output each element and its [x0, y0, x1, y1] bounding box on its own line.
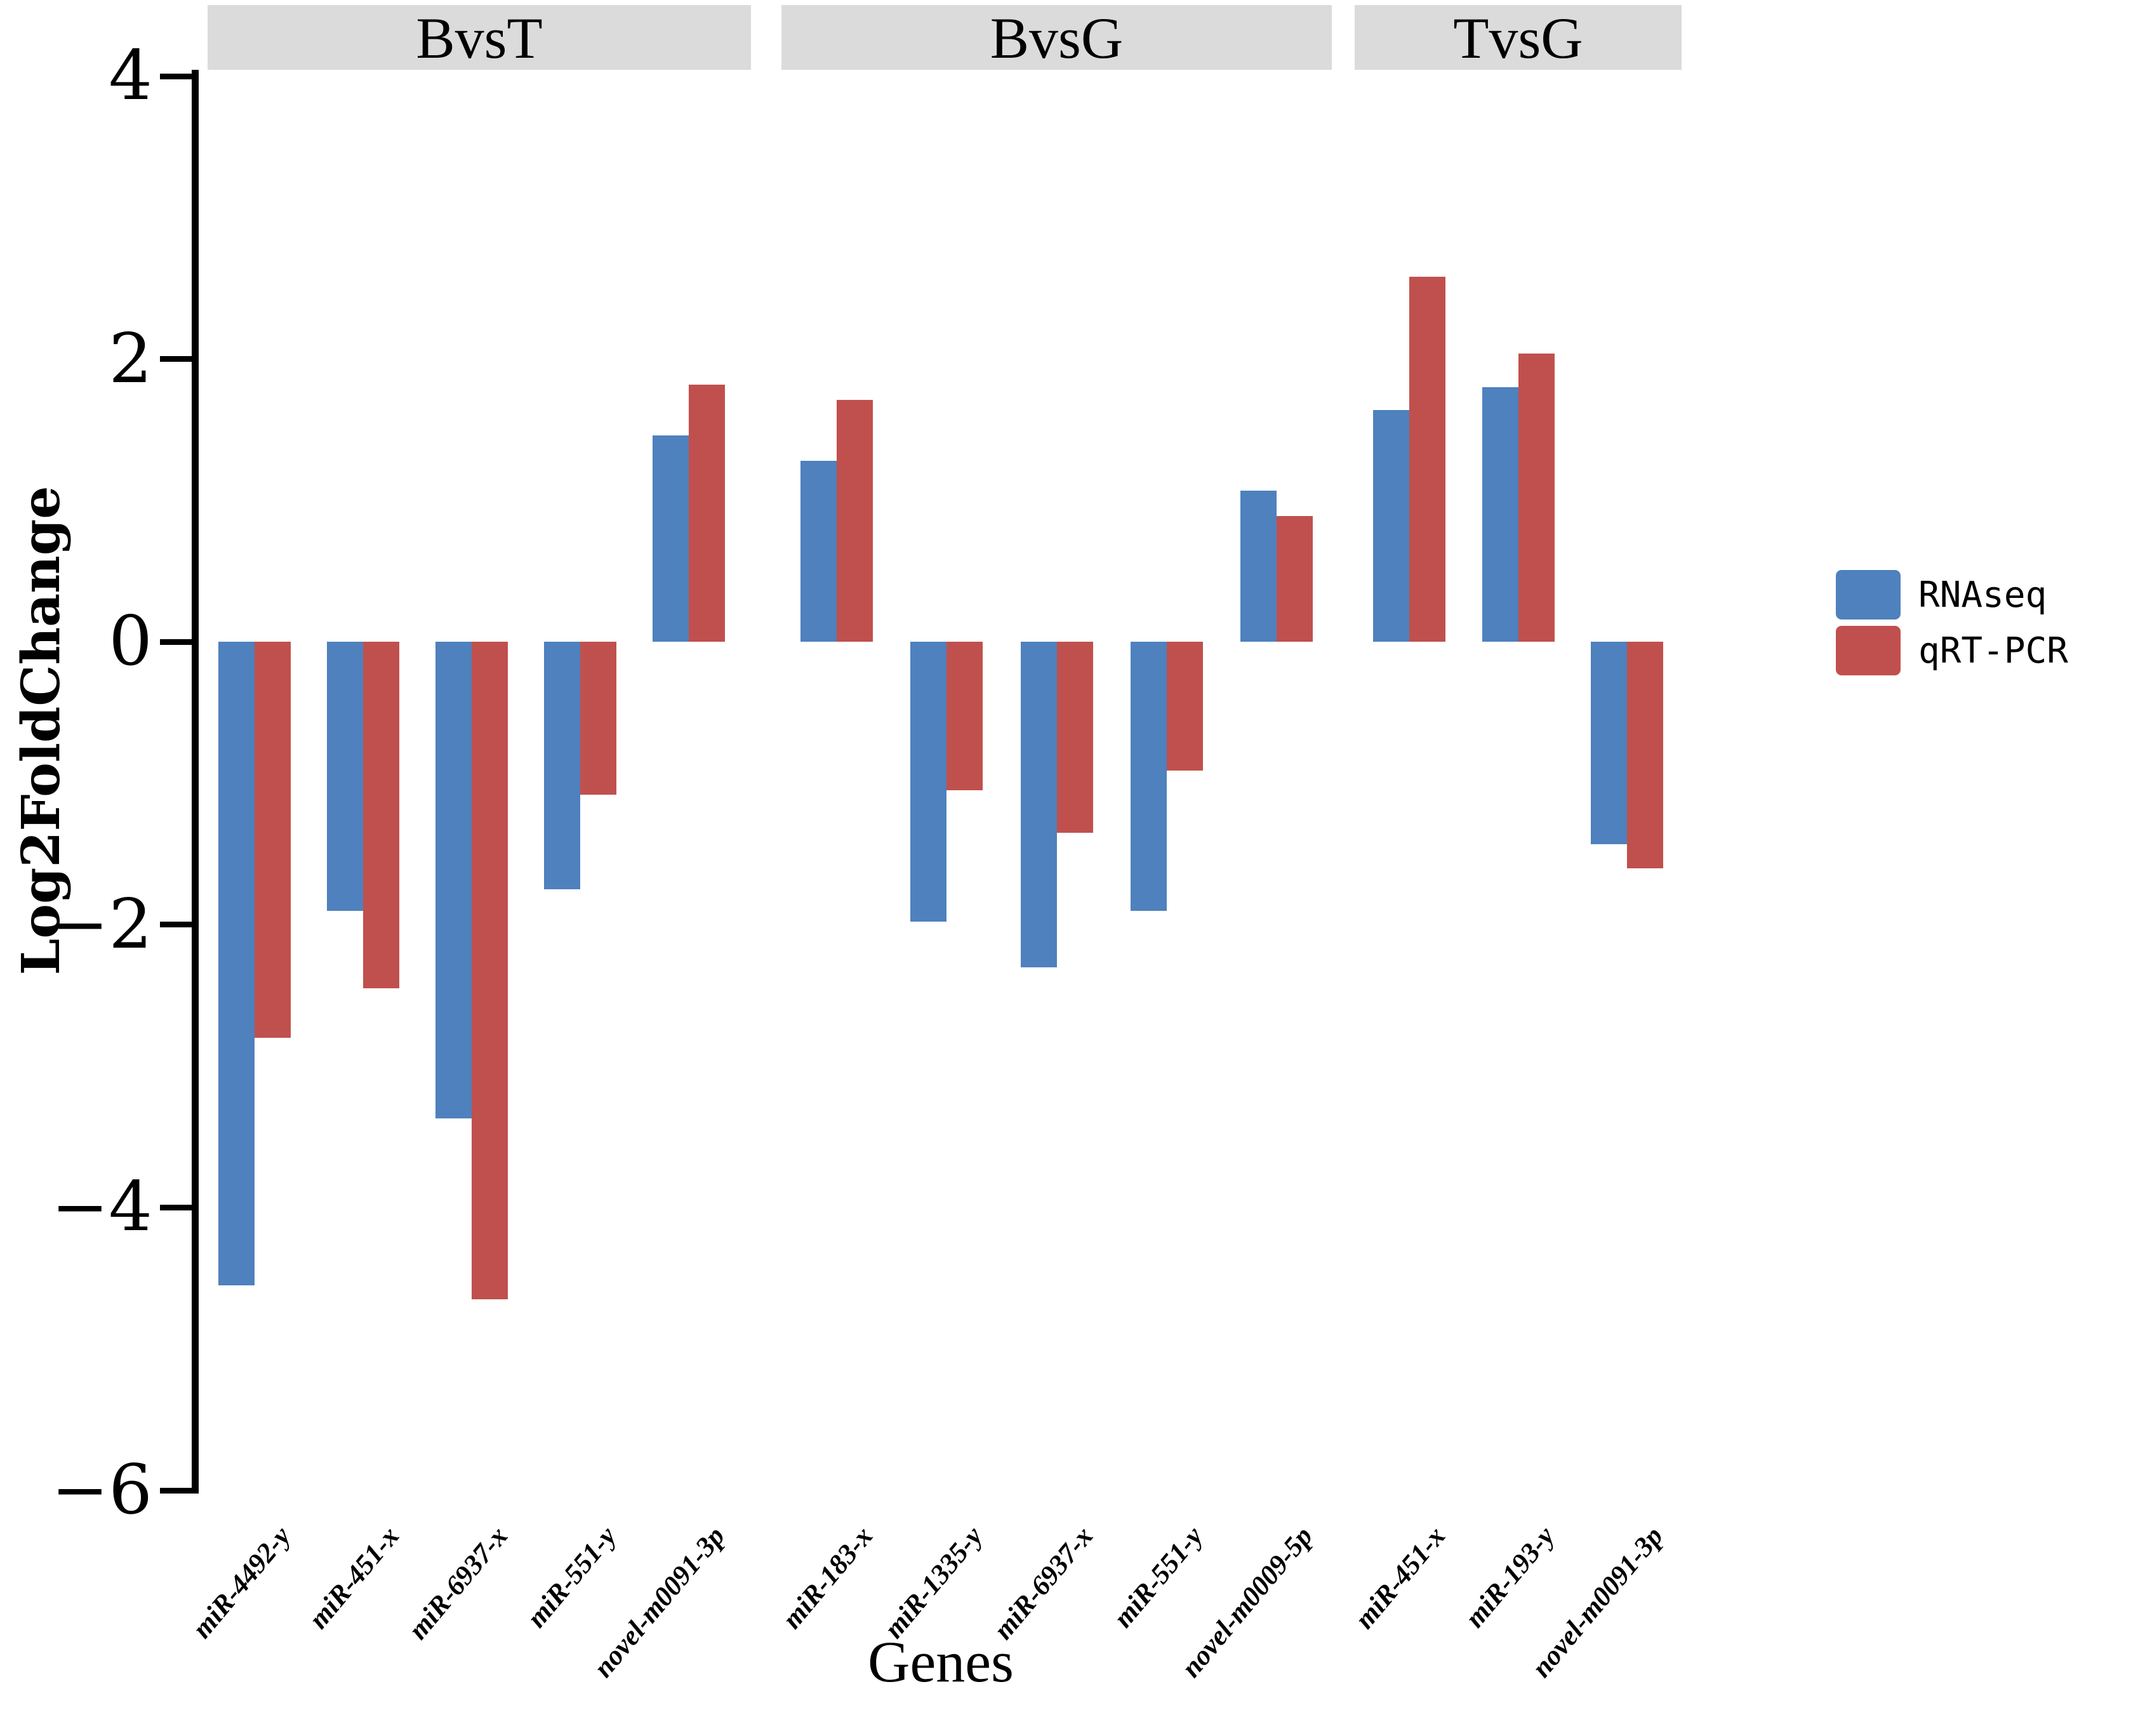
- bar-BvsT-miR-551-y-qRT-PCR: [580, 642, 617, 795]
- y-tick-label-4: 4: [109, 36, 152, 116]
- bar-BvsG-miR-6937-x-RNAseq: [1020, 642, 1057, 967]
- y-tick-2: [160, 356, 193, 362]
- bar-TvsG-miR-451-x-RNAseq: [1372, 409, 1409, 642]
- y-tick-label-0: 0: [109, 602, 152, 682]
- facet-header-TvsG: TvsG: [1355, 5, 1682, 70]
- legend: RNAseq qRT-PCR: [1836, 570, 2068, 682]
- bar-TvsG-novel-m0091-3p-RNAseq: [1591, 642, 1628, 844]
- x-axis-title: Genes: [868, 1629, 1014, 1694]
- bar-TvsG-miR-193-y-RNAseq: [1482, 387, 1518, 642]
- bar-BvsG-miR-1335-y-RNAseq: [910, 642, 947, 922]
- x-tick-label-miR-193-y: miR-193-y: [1458, 1520, 1560, 1634]
- legend-entry-rnaseq: RNAseq: [1836, 570, 2068, 620]
- bar-BvsG-miR-6937-x-qRT-PCR: [1056, 642, 1093, 833]
- y-axis-title: Log2FoldChange: [11, 486, 72, 976]
- bar-TvsG-miR-193-y-qRT-PCR: [1518, 353, 1555, 642]
- x-tick-label-miR-4492-y: miR-4492-y: [185, 1520, 296, 1645]
- facet-header-BvsG: BvsG: [781, 5, 1332, 70]
- x-tick-label-miR-551-y: miR-551-y: [521, 1520, 623, 1634]
- bar-BvsG-miR-183-x-qRT-PCR: [836, 400, 873, 642]
- bar-BvsG-miR-1335-y-qRT-PCR: [946, 642, 983, 791]
- x-tick-label-miR-1335-y: miR-1335-y: [878, 1520, 989, 1645]
- y-tick--6: [160, 1487, 193, 1494]
- bar-BvsT-miR-6937-x-RNAseq: [435, 642, 472, 1119]
- y-tick--4: [160, 1204, 193, 1210]
- x-tick-label-miR-6937-x: miR-6937-x: [402, 1520, 514, 1645]
- x-tick-label-miR-451-x: miR-451-x: [302, 1520, 406, 1635]
- y-tick-0: [160, 639, 193, 645]
- facet-header-BvsT: BvsT: [208, 5, 751, 70]
- legend-swatch-rnaseq: [1836, 570, 1901, 620]
- bar-BvsT-miR-451-x-RNAseq: [326, 642, 363, 911]
- bar-BvsG-novel-m0009-5p-RNAseq: [1240, 490, 1277, 642]
- y-tick-label-2: 2: [109, 319, 152, 399]
- x-tick-label-miR-551-y: miR-551-y: [1107, 1520, 1209, 1634]
- bar-BvsT-miR-6937-x-qRT-PCR: [472, 642, 508, 1300]
- bar-TvsG-miR-451-x-qRT-PCR: [1409, 277, 1445, 642]
- bar-BvsT-novel-m0091-3p-RNAseq: [653, 435, 689, 642]
- y-tick-4: [160, 73, 193, 79]
- bar-BvsT-novel-m0091-3p-qRT-PCR: [689, 384, 726, 642]
- bar-BvsG-miR-551-y-RNAseq: [1130, 642, 1167, 911]
- y-axis-line: [192, 70, 199, 1494]
- y-tick-label--6: −6: [51, 1450, 152, 1530]
- x-tick-label-miR-451-x: miR-451-x: [1348, 1520, 1452, 1635]
- y-tick-label--2: −2: [51, 884, 152, 964]
- bar-BvsG-miR-183-x-RNAseq: [800, 461, 837, 642]
- bar-BvsG-novel-m0009-5p-qRT-PCR: [1277, 515, 1313, 642]
- x-tick-label-miR-6937-x: miR-6937-x: [986, 1520, 1099, 1645]
- bar-BvsT-miR-451-x-qRT-PCR: [362, 642, 399, 989]
- legend-label-qrtpcr: qRT-PCR: [1918, 630, 2069, 672]
- x-tick-label-miR-183-x: miR-183-x: [776, 1520, 879, 1635]
- legend-swatch-qrtpcr: [1836, 626, 1901, 675]
- legend-entry-qrtpcr: qRT-PCR: [1836, 626, 2068, 675]
- bar-BvsT-miR-551-y-RNAseq: [544, 642, 581, 890]
- y-tick-label--4: −4: [51, 1167, 152, 1247]
- bar-BvsG-miR-551-y-qRT-PCR: [1166, 642, 1203, 771]
- bar-BvsT-miR-4492-y-RNAseq: [218, 642, 255, 1285]
- bar-BvsT-miR-4492-y-qRT-PCR: [254, 642, 291, 1038]
- y-tick--2: [160, 922, 193, 928]
- legend-label-rnaseq: RNAseq: [1918, 574, 2047, 616]
- bar-TvsG-novel-m0091-3p-qRT-PCR: [1627, 642, 1664, 868]
